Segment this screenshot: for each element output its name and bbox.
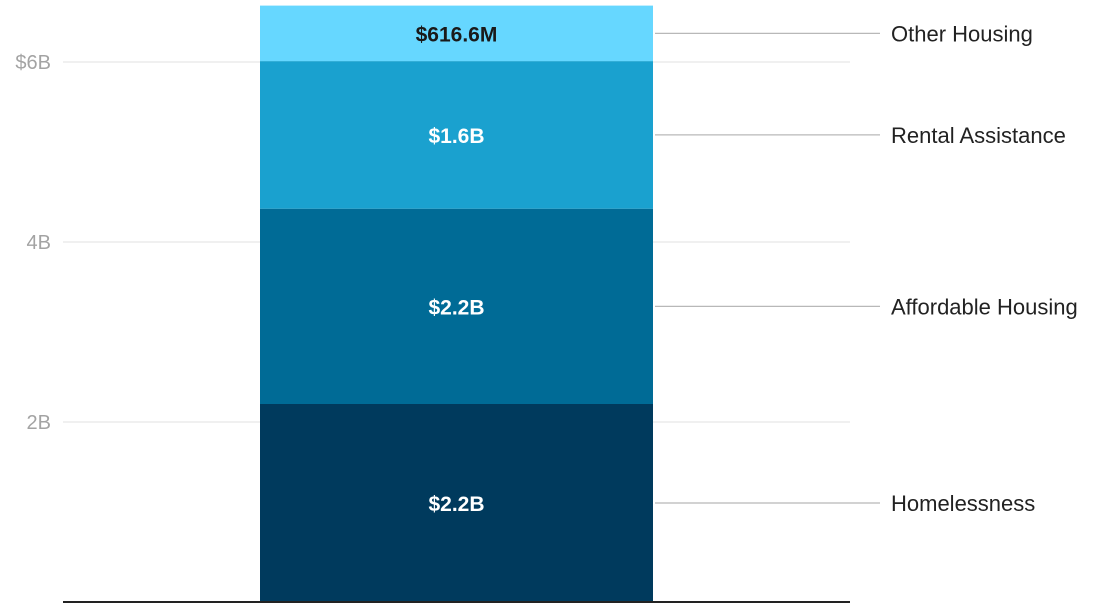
value-label-other-housing: $616.6M xyxy=(416,23,498,46)
value-label-rental-assistance: $1.6B xyxy=(428,125,484,148)
legend-label-affordable-housing: Affordable Housing xyxy=(891,294,1078,319)
bar-value-labels: $2.2B $2.2B $1.6B $616.6M xyxy=(416,23,498,516)
bar-segment-homelessness xyxy=(260,404,653,602)
value-label-homelessness: $2.2B xyxy=(428,493,484,516)
legend-leader-lines xyxy=(655,32,880,504)
bar-segment-affordable-housing xyxy=(260,208,653,404)
bar-segments xyxy=(260,5,653,602)
value-label-affordable-housing: $2.2B xyxy=(428,296,484,319)
bar-segment-rental-assistance xyxy=(260,61,653,209)
y-axis-ticks: 2B 4B $6B xyxy=(15,52,51,434)
legend-label-other-housing: Other Housing xyxy=(891,21,1033,46)
legend-label-homelessness: Homelessness xyxy=(891,491,1035,516)
y-tick-label: $6B xyxy=(15,52,51,74)
y-tick-label: 4B xyxy=(27,232,51,254)
y-tick-label: 2B xyxy=(27,412,51,434)
bar-segment-other-housing xyxy=(260,5,653,62)
legend-label-rental-assistance: Rental Assistance xyxy=(891,123,1066,148)
legend-labels: Homelessness Affordable Housing Rental Ass… xyxy=(891,21,1078,516)
